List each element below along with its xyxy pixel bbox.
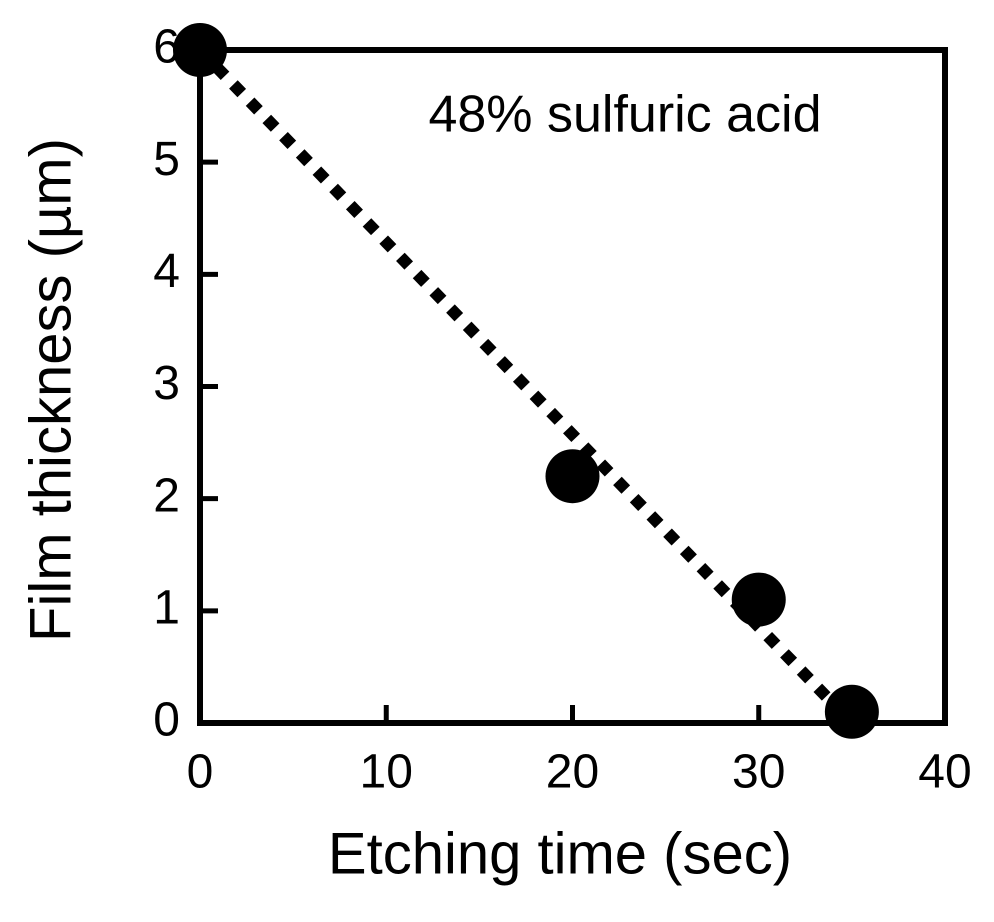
x-tick-label: 0 — [187, 746, 214, 799]
x-tick-label: 20 — [546, 746, 599, 799]
x-axis-title: Etching time (sec) — [328, 821, 792, 886]
y-tick-label: 3 — [153, 357, 180, 410]
data-point — [824, 684, 879, 739]
y-tick-label: 2 — [153, 469, 180, 522]
plot-frame — [197, 47, 948, 726]
data-point — [545, 449, 600, 504]
x-tick-label: 10 — [360, 746, 413, 799]
y-tick-label: 5 — [153, 133, 180, 186]
y-tick-label: 1 — [153, 582, 180, 635]
annotation: 48% sulfuric acid — [428, 86, 821, 144]
x-tick-label: 30 — [732, 746, 785, 799]
x-tick-label: 40 — [918, 746, 971, 799]
y-tick-label: 0 — [153, 694, 180, 747]
y-axis-title: Film thickness (µm) — [18, 138, 83, 642]
data-point — [731, 572, 786, 627]
data-point — [173, 23, 227, 77]
y-tick-label: 4 — [153, 245, 180, 298]
